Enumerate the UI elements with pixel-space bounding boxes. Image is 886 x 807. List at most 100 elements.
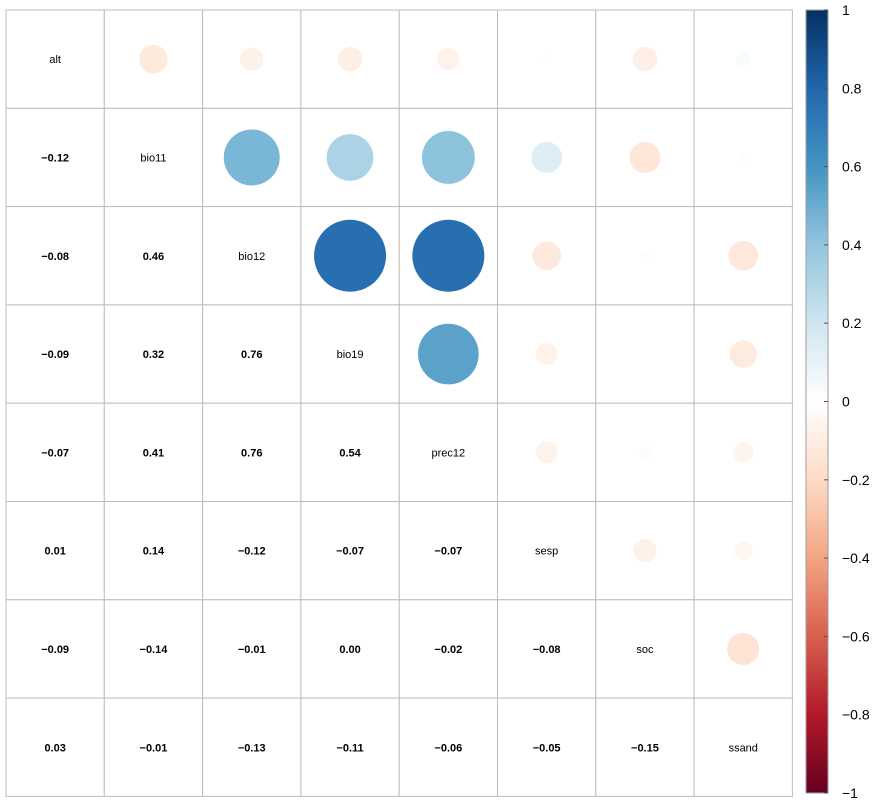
correlation-circle [314, 219, 387, 292]
correlation-value: −0.09 [41, 349, 69, 361]
grid-cell [103, 107, 204, 208]
grid-cell [300, 501, 400, 601]
grid-cell [202, 304, 302, 404]
grid-cell [5, 304, 105, 404]
colorbar-tick-label: −0.4 [842, 550, 870, 566]
grid-cell [5, 599, 105, 699]
grid-cell [497, 599, 597, 699]
variable-label: bio19 [337, 349, 364, 361]
correlation-value: −0.06 [434, 742, 462, 754]
colorbar-tick-label: 0.2 [842, 315, 862, 331]
grid-cell [398, 402, 499, 503]
correlation-circle [535, 441, 558, 464]
correlation-value: −0.05 [533, 742, 561, 754]
correlation-circle [412, 219, 485, 292]
correlation-circle [421, 131, 475, 184]
correlation-circle [437, 48, 460, 71]
grid-cell [202, 206, 302, 306]
correlation-circle [629, 142, 661, 173]
correlation-value: −0.11 [336, 742, 363, 754]
grid-cell [693, 697, 793, 797]
correlation-value: 0.76 [241, 447, 262, 459]
correlation-value: 0.32 [143, 349, 164, 361]
grid-cell [5, 697, 105, 797]
correlation-circle [728, 240, 759, 271]
correlation-circle [640, 251, 650, 260]
correlation-value: 0.41 [143, 447, 164, 459]
colorbar: 1 0.8 0.6 0.4 0.2 0 −0.2 −0.4 −0.6 −0.8 −1 [805, 2, 870, 801]
grid-cell [5, 9, 105, 109]
correlation-circle [739, 153, 748, 162]
variable-label: alt [49, 54, 61, 66]
correlation-value: −0.07 [41, 447, 69, 459]
correlation-circle [532, 241, 561, 271]
correlation-value: −0.08 [533, 644, 561, 656]
correlation-circle [326, 134, 374, 181]
grid-cell [103, 697, 204, 797]
grid-cell [300, 402, 400, 503]
grid-cell [202, 501, 302, 601]
variable-label: soc [636, 644, 654, 656]
colorbar-tick-label: −0.6 [842, 628, 870, 644]
correlation-value: 0.46 [143, 251, 164, 263]
variable-label: sesp [535, 546, 558, 558]
correlation-value: −0.09 [41, 644, 69, 656]
variable-label: bio11 [140, 152, 166, 164]
grid-cell [693, 402, 793, 503]
correlation-circle [418, 323, 479, 385]
correlation-value: −0.02 [434, 644, 462, 656]
variable-label: bio12 [238, 251, 265, 263]
colorbar-tick-label: −1 [842, 785, 858, 801]
correlation-circle [639, 446, 651, 459]
correlation-circle [727, 632, 760, 665]
colorbar-tick-label: 1 [842, 2, 850, 18]
correlation-value: −0.13 [238, 742, 266, 754]
correlation-value: 0.14 [143, 546, 165, 558]
correlation-value: −0.07 [434, 546, 462, 558]
correlation-circle [729, 340, 757, 368]
grid-cell [5, 206, 105, 306]
correlation-value: 0.01 [44, 546, 65, 558]
grid-cell [595, 599, 695, 699]
colorbar-tick-label: 0.8 [842, 80, 862, 96]
grid-cell [103, 599, 204, 699]
correlation-value: −0.12 [41, 152, 69, 164]
correlation-value: −0.14 [140, 644, 169, 656]
grid-cell [497, 501, 597, 601]
correlation-circle [531, 142, 563, 173]
correlation-circle [733, 442, 754, 463]
colorbar-tick-label: −0.8 [842, 707, 870, 723]
correlation-value: 0.76 [241, 349, 262, 361]
variable-label: prec12 [432, 447, 466, 459]
grid-cell [497, 107, 597, 208]
grid-cell [5, 501, 105, 601]
correlation-circle [240, 47, 264, 71]
grid-cell [300, 697, 400, 797]
grid-cell [103, 206, 204, 306]
grid-cell [497, 206, 597, 306]
correlation-value: −0.15 [631, 742, 659, 754]
correlation-circle [542, 55, 551, 64]
grid-cell [693, 9, 793, 109]
colorbar-tick-label: 0.6 [842, 159, 862, 175]
correlation-value: −0.12 [238, 546, 266, 558]
correlation-circle [337, 46, 363, 72]
correlation-value: −0.08 [41, 251, 69, 263]
grid-cell [300, 599, 400, 699]
colorbar-tick-label: −0.2 [842, 472, 870, 488]
correlation-value: 0.54 [339, 447, 361, 459]
correlation-matrix: alt −0.12 bio11 −0.08 0.46 bio12 −0.09 0.32 0.76… [5, 9, 793, 797]
correlation-circle [139, 44, 168, 74]
grid-cell [595, 304, 695, 404]
variable-label: ssand [729, 742, 758, 754]
correlation-circle [632, 46, 658, 72]
correlation-value: 0.00 [339, 644, 360, 656]
correlation-value: −0.01 [140, 742, 168, 754]
correlation-circle [223, 129, 280, 186]
colorbar-tick-label: 0 [842, 394, 850, 410]
correlation-circle [734, 541, 753, 560]
grid-cell [300, 304, 400, 404]
grid-cell [202, 599, 302, 699]
correlation-value: −0.01 [238, 644, 266, 656]
